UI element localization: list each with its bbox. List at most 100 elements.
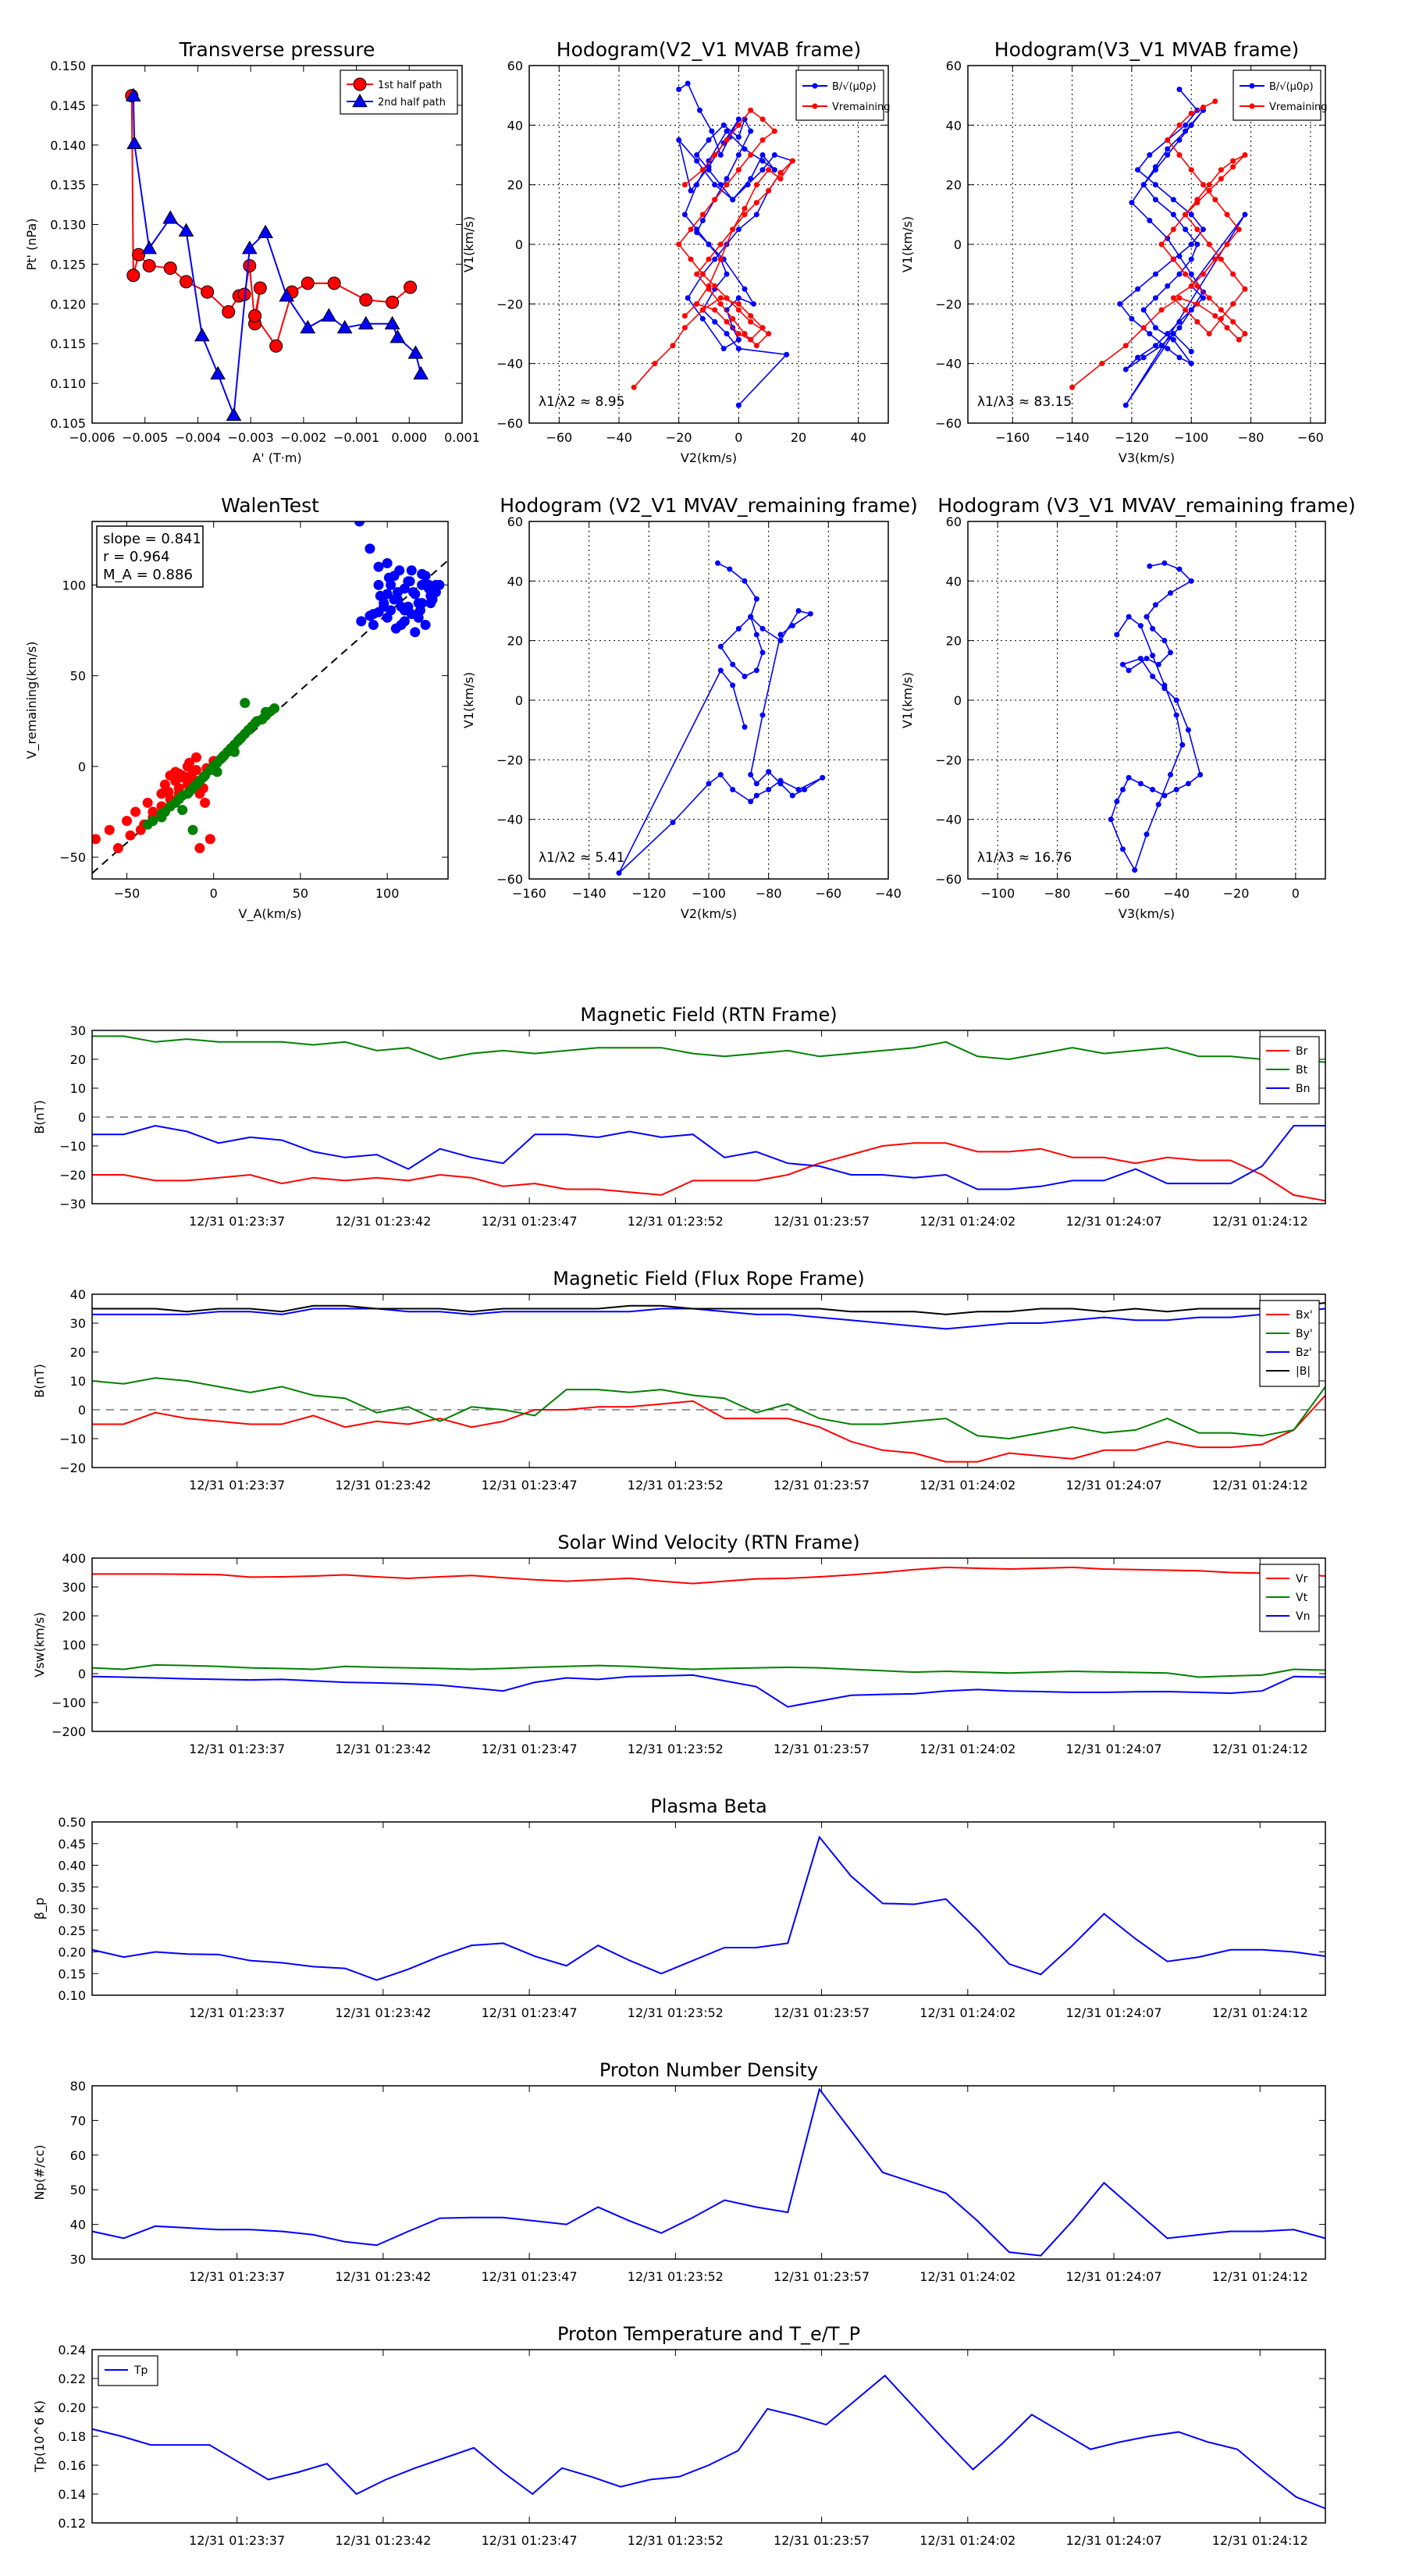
data-point [688,187,694,194]
chart-vsw: −200 −100 0 100 200 300 400 12/31 01:23:37 12/31… [32,1532,1326,1756]
y-axis-label: V1(km/s) [461,216,476,272]
time-tick-label: 12/31 01:24:12 [1212,1742,1308,1756]
scatter-point [170,767,181,777]
data-point [1176,152,1183,158]
y-tick-label: 400 [62,1551,86,1566]
chart-title: Plasma Beta [650,1795,767,1817]
x-tick-label: −60 [546,430,572,445]
x-tick-label: −40 [1163,886,1190,901]
data-point [706,781,712,787]
data-point [1176,295,1183,301]
scatter-point [142,819,153,830]
scatter-point [104,824,115,835]
chart-bmag: −30 −20 −10 0 10 20 30 12/31 01:23:37 12/31 01:2… [32,1004,1326,1229]
data-point [201,285,215,299]
data-point [712,318,718,325]
data-point [777,176,784,182]
data-point [748,771,754,777]
data-point [730,197,736,203]
stats-line: M_A = 0.886 [103,567,193,583]
data-point [1173,787,1179,792]
y-tick-label: 0.135 [50,178,86,193]
data-point [753,182,759,188]
data-point [1188,122,1194,128]
y-tick-label: 300 [62,1580,86,1595]
time-tick-label: 12/31 01:23:42 [335,1478,431,1493]
time-tick-label: 12/31 01:24:12 [1212,2269,1308,2284]
data-point [1212,98,1218,105]
data-point [777,169,784,176]
data-point [735,295,742,301]
chart-title: Proton Temperature and T_e/T_P [557,2323,860,2345]
data-point [748,152,754,158]
y-tick-label: 70 [70,2113,86,2128]
data-point [1150,625,1156,632]
x-tick-label: 0.000 [391,430,427,445]
data-point [1152,325,1158,331]
chart-title: Hodogram (V2_V1 MVAV_remaining frame) [500,494,918,517]
y-tick-label: 0.45 [58,1837,86,1852]
data-point [685,295,691,301]
plot-area [631,80,795,408]
chart-title: WalenTest [221,494,319,517]
data-point [1165,137,1171,143]
data-point [681,212,688,218]
y-axis-label: V1(km/s) [461,672,476,728]
x-tick-label: −60 [815,886,841,901]
axes-frame [91,2349,1326,2524]
legend-marker [812,103,818,109]
time-tick-label: 12/31 01:24:12 [1212,2005,1308,2020]
data-point [1200,182,1207,188]
time-tick-label: 12/31 01:24:02 [919,1478,1016,1493]
data-point [1152,343,1158,349]
data-point [1119,787,1126,792]
scatter-point [410,627,421,638]
data-point [735,134,742,141]
data-point [753,343,759,349]
ratio-annotation: λ1/λ2 ≈ 8.95 [539,394,624,410]
y-axis-label: B(nT) [32,1364,47,1397]
data-point [724,271,730,277]
series-line-Vn [91,1674,1326,1708]
data-point [1218,256,1224,262]
series-line-Bn [92,1125,1325,1190]
data-point [735,336,742,343]
data-point [724,176,730,182]
x-tick-label: −60 [1104,886,1130,901]
time-tick-label: 12/31 01:23:52 [628,2005,724,2020]
data-point [1161,560,1168,566]
legend-label: B/√(μ0ρ) [1269,81,1314,93]
y-tick-label: 0.140 [50,138,86,153]
legend-label: 1st half path [378,80,442,91]
data-point [1165,152,1171,158]
data-point [699,315,706,322]
time-tick-label: 12/31 01:23:57 [774,1478,870,1493]
axes-frame [967,65,1326,424]
scatter-point [420,620,431,631]
data-point [1200,226,1207,233]
data-point [742,331,748,336]
legend-label: Bz' [1296,1347,1312,1359]
data-point [699,217,706,223]
data-point [735,625,742,632]
y-tick-label: 60 [507,59,523,73]
time-tick-label: 12/31 01:24:07 [1065,1214,1161,1229]
y-tick-label: −20 [935,297,962,311]
y-tick-label: 0.105 [50,416,86,431]
data-point [1188,167,1194,173]
scatter-point [148,806,158,817]
data-point [1218,307,1224,313]
data-point [1188,212,1194,218]
data-point [1126,667,1132,674]
data-point [1135,167,1141,173]
scatter-point [368,620,379,631]
data-point [727,566,733,572]
data-point [1099,361,1105,367]
data-point [712,197,718,203]
data-point [745,182,751,188]
scatter-point [190,765,201,776]
data-point [771,167,777,173]
time-tick-label: 12/31 01:23:37 [189,2269,285,2284]
data-point [1161,792,1168,799]
